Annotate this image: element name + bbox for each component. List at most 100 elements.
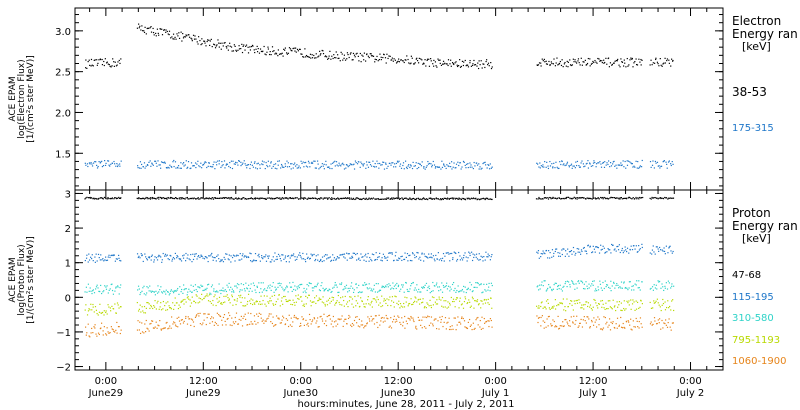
- data-point: [459, 59, 461, 61]
- data-point: [485, 320, 488, 323]
- data-point: [373, 323, 376, 325]
- data-point: [438, 328, 440, 330]
- data-point: [288, 261, 290, 263]
- data-point: [431, 164, 433, 166]
- data-point: [306, 288, 308, 290]
- data-point: [218, 42, 220, 44]
- data-point: [140, 29, 142, 31]
- data-point: [247, 300, 249, 303]
- data-point: [659, 197, 661, 199]
- data-point: [190, 318, 193, 320]
- data-point: [219, 289, 221, 292]
- data-point: [184, 288, 186, 290]
- data-point: [551, 289, 553, 292]
- data-point: [597, 197, 599, 199]
- data-point: [357, 55, 359, 57]
- data-point: [662, 302, 665, 305]
- data-point: [586, 253, 588, 255]
- data-point: [665, 324, 667, 326]
- data-point: [140, 253, 142, 255]
- data-point: [640, 166, 643, 168]
- data-point: [618, 198, 620, 200]
- data-point: [249, 167, 251, 170]
- data-point: [237, 323, 240, 325]
- data-point: [574, 198, 577, 200]
- data-point: [301, 162, 303, 165]
- data-point: [338, 291, 340, 293]
- data-point: [178, 197, 180, 199]
- data-point: [402, 325, 404, 327]
- data-point: [638, 280, 640, 282]
- data-point: [610, 196, 612, 198]
- data-point: [386, 259, 388, 261]
- data-point: [191, 40, 193, 42]
- data-point: [541, 166, 544, 168]
- data-point: [445, 167, 447, 170]
- data-point: [101, 160, 103, 162]
- data-point: [367, 166, 370, 168]
- data-point: [592, 60, 594, 63]
- data-point: [341, 282, 343, 284]
- data-point: [590, 307, 593, 310]
- data-point: [320, 197, 322, 199]
- data-point: [359, 326, 361, 328]
- data-point: [411, 303, 413, 306]
- data-point: [307, 256, 309, 258]
- data-point: [209, 44, 211, 46]
- data-point: [461, 257, 463, 259]
- data-point: [236, 300, 238, 302]
- data-point: [287, 198, 289, 200]
- data-point: [318, 289, 321, 291]
- data-point: [289, 299, 291, 302]
- data-point: [318, 297, 320, 299]
- data-point: [183, 289, 185, 291]
- data-point: [313, 287, 315, 289]
- data-point: [154, 256, 156, 258]
- data-point: [440, 64, 443, 66]
- data-point: [664, 253, 666, 255]
- data-point: [274, 324, 276, 326]
- data-point: [391, 287, 393, 289]
- data-point: [268, 315, 270, 317]
- data-point: [569, 325, 571, 327]
- data-point: [107, 160, 110, 162]
- data-point: [366, 322, 368, 324]
- data-point: [240, 294, 242, 296]
- data-point: [107, 198, 109, 200]
- data-point: [233, 163, 235, 165]
- data-point: [205, 45, 207, 47]
- data-point: [337, 198, 339, 200]
- data-point: [578, 325, 580, 327]
- data-point: [561, 198, 563, 200]
- data-point: [358, 161, 360, 163]
- data-point: [361, 320, 363, 322]
- data-point: [299, 252, 301, 254]
- data-point: [113, 254, 115, 256]
- data-point: [441, 160, 443, 162]
- data-point: [405, 282, 407, 284]
- data-point: [307, 197, 310, 199]
- data-point: [566, 285, 568, 288]
- data-point: [475, 319, 477, 321]
- data-point: [343, 164, 345, 166]
- data-point: [594, 299, 596, 302]
- data-point: [187, 296, 189, 298]
- data-point: [442, 198, 444, 201]
- data-point: [589, 246, 591, 248]
- data-point: [421, 253, 423, 255]
- data-point: [302, 318, 305, 320]
- data-point: [353, 324, 355, 326]
- data-point: [387, 165, 389, 167]
- data-point: [616, 317, 619, 319]
- data-point: [228, 312, 230, 314]
- data-point: [92, 260, 94, 262]
- data-point: [383, 161, 385, 164]
- data-point: [174, 197, 177, 199]
- data-point: [311, 287, 313, 289]
- data-point: [635, 284, 637, 286]
- data-point: [223, 160, 226, 162]
- data-point: [586, 197, 588, 199]
- data-point: [90, 332, 92, 334]
- data-point: [578, 299, 580, 301]
- data-point: [476, 162, 478, 164]
